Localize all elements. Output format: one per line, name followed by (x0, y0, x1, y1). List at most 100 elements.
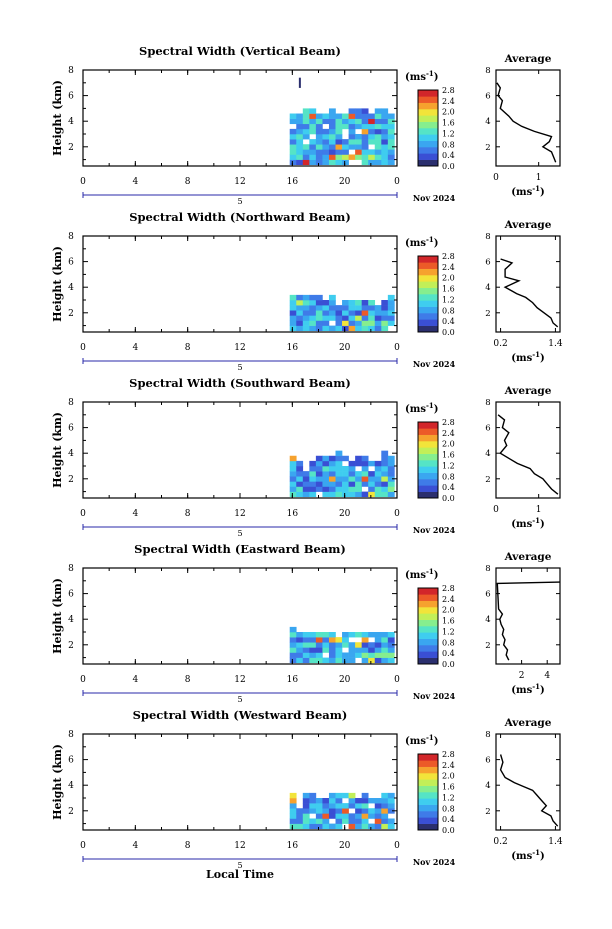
echo-cell (302, 657, 310, 664)
echo-cell (374, 486, 382, 492)
echo-cell (328, 325, 336, 332)
echo-cell (335, 647, 343, 653)
echo-cell (374, 325, 382, 332)
colorbar-tick-label: 0.8 (442, 804, 455, 813)
echo-cell (355, 460, 362, 467)
echo-cell (368, 657, 376, 664)
average-profile-panel: Average 2 4 6 8 0.2 1.4 (ms-1) (485, 717, 563, 862)
colorbar-swatch (418, 453, 438, 461)
colorbar-swatch (418, 319, 438, 326)
colorbar-swatch (418, 275, 438, 282)
echo-cell (315, 134, 323, 140)
colorbar-tick-label: 2.0 (442, 440, 455, 449)
echo-cell (315, 305, 323, 311)
colorbar-swatch (418, 306, 438, 314)
colorbar-swatch (418, 447, 438, 454)
echo-cell (355, 823, 362, 830)
x-tick-label: 0 (80, 177, 86, 187)
echo-cell (309, 481, 317, 487)
echo-cell (342, 466, 349, 472)
colorbar: 0.0 0.4 0.8 1.21.6 2.0 2.4 2.8 (417, 252, 455, 337)
echo-cell (374, 466, 382, 472)
echo-cell (355, 803, 362, 809)
y-tick-label: 2 (68, 807, 74, 817)
colorbar-tick-label: 2.8 (442, 252, 455, 261)
colorbar-swatch (418, 754, 438, 761)
echo-cell (322, 803, 330, 809)
echo-cell (302, 320, 310, 326)
y-axis-title: Height (km) (51, 412, 64, 488)
colorbar-frame (417, 89, 439, 167)
echo-cell (342, 481, 349, 487)
echo-cell (348, 798, 356, 804)
echo-cell (322, 139, 330, 145)
colorbar-tick-label: 0.8 (442, 306, 455, 315)
echo-cell (381, 652, 389, 658)
echo-cell (335, 657, 343, 664)
colorbar-swatch (418, 325, 438, 333)
echo-cell (328, 632, 336, 638)
echo-cell (328, 315, 336, 321)
echo-cell (361, 315, 369, 321)
x-tick-label: 8 (185, 509, 191, 519)
echo-cell (355, 647, 362, 653)
echo-cell (296, 300, 304, 306)
echo-cell (361, 310, 369, 316)
echo-cell (289, 149, 297, 155)
echo-cell (342, 300, 349, 306)
colorbar-swatch (418, 140, 438, 148)
echo-cell (355, 118, 362, 125)
echo-cell (328, 455, 336, 462)
echo-cell (348, 108, 356, 114)
echo-cell (335, 159, 343, 166)
echo-cell (342, 325, 349, 332)
echo-cell (289, 813, 297, 819)
colorbar-unit: (ms-1) (405, 235, 438, 249)
echo-cell (387, 652, 395, 658)
panel-title: Spectral Width (Westward Beam) (133, 708, 348, 722)
echo-cell (342, 139, 349, 145)
echo-cell (296, 466, 304, 472)
echo-cell (322, 305, 330, 311)
month-label: Nov 2024 (413, 525, 456, 535)
x-tick-label: 12 (234, 675, 245, 685)
echo-cell (296, 325, 304, 332)
y-tick-label: 8 (68, 398, 74, 408)
echo-cell (374, 128, 382, 135)
echo-cell (348, 123, 356, 130)
colorbar-swatch (418, 479, 438, 486)
echo-cell (328, 647, 336, 653)
echo-cell (361, 491, 369, 498)
y-tick-label: 4 (68, 117, 74, 127)
y-tick-label: 8 (68, 66, 74, 76)
echo-cell (309, 652, 317, 658)
colorbar-frame (417, 753, 439, 831)
echo-cell (328, 813, 336, 819)
echo-cell (387, 310, 395, 316)
panel-title: Spectral Width (Vertical Beam) (139, 44, 341, 58)
echo-cell (342, 305, 349, 311)
echo-cell (315, 123, 323, 130)
echo-cell (361, 813, 369, 819)
echo-cell (302, 642, 310, 648)
x-tick-label: 8 (185, 343, 191, 353)
echo-cell (309, 476, 317, 482)
colorbar-tick-label: 2.4 (442, 761, 455, 770)
echo-cell (335, 642, 343, 648)
echo-cell (296, 460, 304, 467)
echo-cell (374, 491, 382, 498)
colorbar-swatch (418, 607, 438, 614)
echo-cell (355, 491, 362, 498)
echo-cell (302, 159, 310, 166)
x-tick-label: 20 (339, 675, 351, 685)
echo-cell (296, 481, 304, 487)
echo-cell (387, 808, 395, 814)
echo-cell (328, 134, 336, 140)
echo-cell (302, 154, 310, 160)
echo-cell (302, 471, 310, 477)
echo-cell (322, 320, 330, 326)
echo-cell (328, 460, 336, 467)
avg-y-tick-label: 2 (485, 309, 490, 319)
colorbar-frame (417, 587, 439, 665)
echo-cell (381, 108, 389, 114)
